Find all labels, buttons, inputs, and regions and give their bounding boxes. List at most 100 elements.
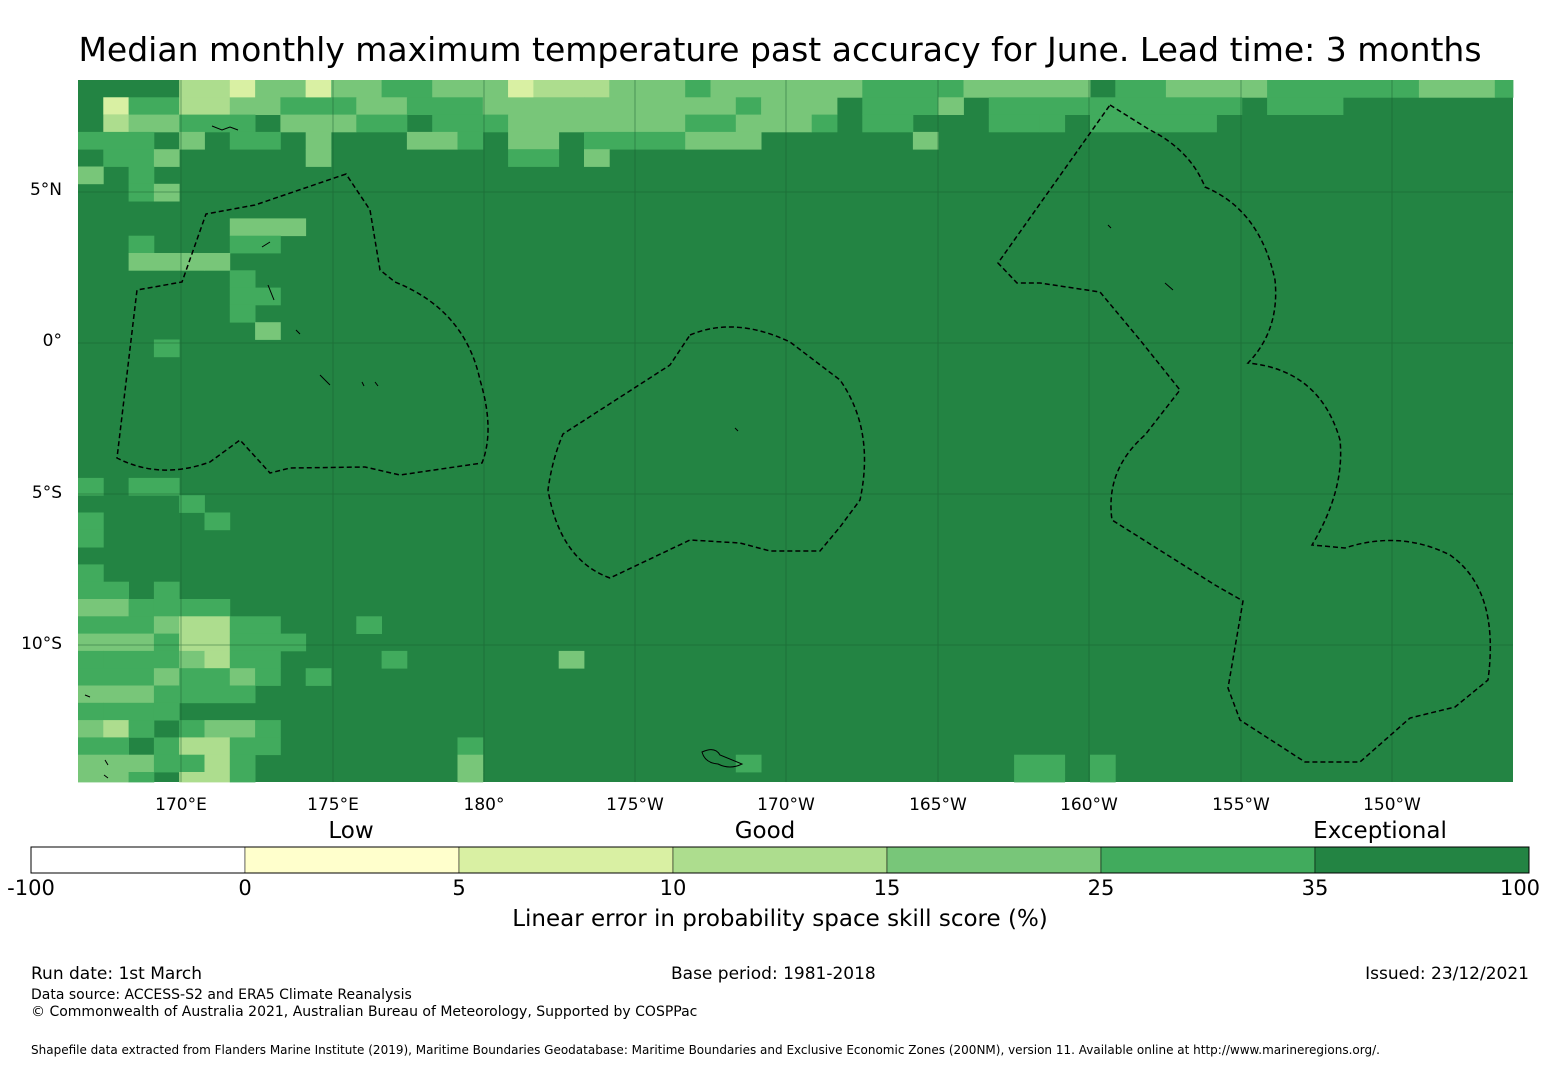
island-outline <box>319 374 379 387</box>
grid-cell <box>685 131 762 150</box>
grid-cell <box>128 599 155 617</box>
grid-cell <box>78 131 155 150</box>
grid-cell <box>584 149 610 167</box>
eez-boundaries <box>116 103 1491 763</box>
grid-cell <box>508 80 534 98</box>
grid-cell <box>305 80 331 98</box>
grid-cell <box>179 720 205 738</box>
grid-cell <box>153 737 180 756</box>
grid-cell <box>78 668 155 686</box>
colorbar-tick: 15 <box>873 876 901 900</box>
grid-cell <box>78 720 104 738</box>
category-low: Low <box>328 818 374 844</box>
island-outline <box>84 694 109 779</box>
grid-cell <box>153 183 180 202</box>
grid-cell <box>128 477 180 496</box>
grid-cell <box>331 80 382 98</box>
grid-cell <box>305 131 332 150</box>
grid-cell <box>229 650 281 669</box>
lon-label-150w: 150°W <box>1363 795 1421 815</box>
colorbar-frame <box>30 846 1530 874</box>
grid-cell <box>229 80 256 98</box>
lon-label-165w: 165°W <box>909 795 967 815</box>
grid-cell <box>128 253 205 271</box>
colorbar <box>30 846 1530 874</box>
grid-cell <box>103 114 129 133</box>
colorbar-segment <box>458 846 674 874</box>
colorbar-segment <box>244 846 460 874</box>
grid-cell <box>1039 114 1066 133</box>
grid-cell <box>179 685 205 704</box>
grid-cell <box>710 80 863 98</box>
lon-label-155w: 155°W <box>1212 795 1270 815</box>
grid-cell <box>179 131 205 150</box>
grid-cell <box>811 114 838 133</box>
grid-cell <box>381 650 408 669</box>
grid-cell <box>963 80 1091 98</box>
grid-cell <box>179 616 231 634</box>
grid-cell <box>305 149 332 167</box>
grid-cell <box>204 650 231 669</box>
grid-cell <box>128 166 155 185</box>
grid-cell <box>204 685 256 704</box>
grid-cell <box>128 235 155 254</box>
grid-cell <box>862 97 939 115</box>
grid-cell <box>229 287 281 306</box>
eez-boundary-central <box>547 326 866 579</box>
grid-cell <box>988 114 1040 133</box>
grid-cell <box>255 720 281 738</box>
grid-cell <box>229 668 256 686</box>
lon-label-170e: 170°E <box>155 795 207 815</box>
grid-cell <box>1090 97 1243 115</box>
grid-cell <box>78 702 104 721</box>
grid-cell <box>78 650 104 669</box>
shapefile-credit: Shapefile data extracted from Flanders M… <box>31 1043 1380 1057</box>
grid-cell <box>78 564 104 583</box>
colorbar-tick: 0 <box>238 876 252 900</box>
grid-cell <box>103 650 180 669</box>
colorbar-tick: -100 <box>7 876 55 900</box>
grid-cell <box>153 668 180 686</box>
island-outline <box>211 125 239 131</box>
grid-cell <box>78 581 129 600</box>
category-exceptional: Exceptional <box>1313 818 1447 844</box>
grid-cell <box>78 166 104 185</box>
grid-cell <box>179 633 231 652</box>
grid-cell <box>179 495 205 513</box>
grid-cell <box>457 737 484 756</box>
lat-label-10s: 10°S <box>21 634 62 654</box>
grid-cell <box>153 633 180 652</box>
grid-cell <box>153 685 180 704</box>
grid-cell <box>255 80 307 98</box>
grid-cell <box>78 599 129 617</box>
lon-label-175w: 175°W <box>606 795 664 815</box>
grid-cell <box>179 737 231 756</box>
grid-cell <box>482 97 585 115</box>
lat-label-5n: 5°N <box>29 180 62 200</box>
colorbar-segment <box>672 846 888 874</box>
grid-cell <box>761 97 838 115</box>
grid-cell <box>862 114 914 133</box>
grid-cell <box>584 97 737 115</box>
grid-cell <box>229 97 281 115</box>
grid-cell <box>78 737 129 756</box>
grid-cell <box>229 270 256 288</box>
grid-cell <box>153 581 180 600</box>
grid-cell <box>103 702 155 721</box>
grid-cells <box>78 80 1514 783</box>
grid-cell <box>508 114 560 133</box>
grid-cell <box>406 97 484 115</box>
colorbar-segment <box>886 846 1102 874</box>
run-date: Run date: 1st March <box>31 964 203 984</box>
colorbar-tick: 5 <box>452 876 466 900</box>
grid-cell <box>179 650 205 669</box>
grid-cell <box>1090 114 1217 133</box>
grid-cell <box>78 529 104 548</box>
grid-cell <box>128 772 155 783</box>
grid-cell <box>685 80 711 98</box>
grid-cell <box>103 720 129 738</box>
colorbar-tick: 25 <box>1087 876 1115 900</box>
grid-cell <box>735 754 762 773</box>
grid-cell <box>356 97 408 115</box>
